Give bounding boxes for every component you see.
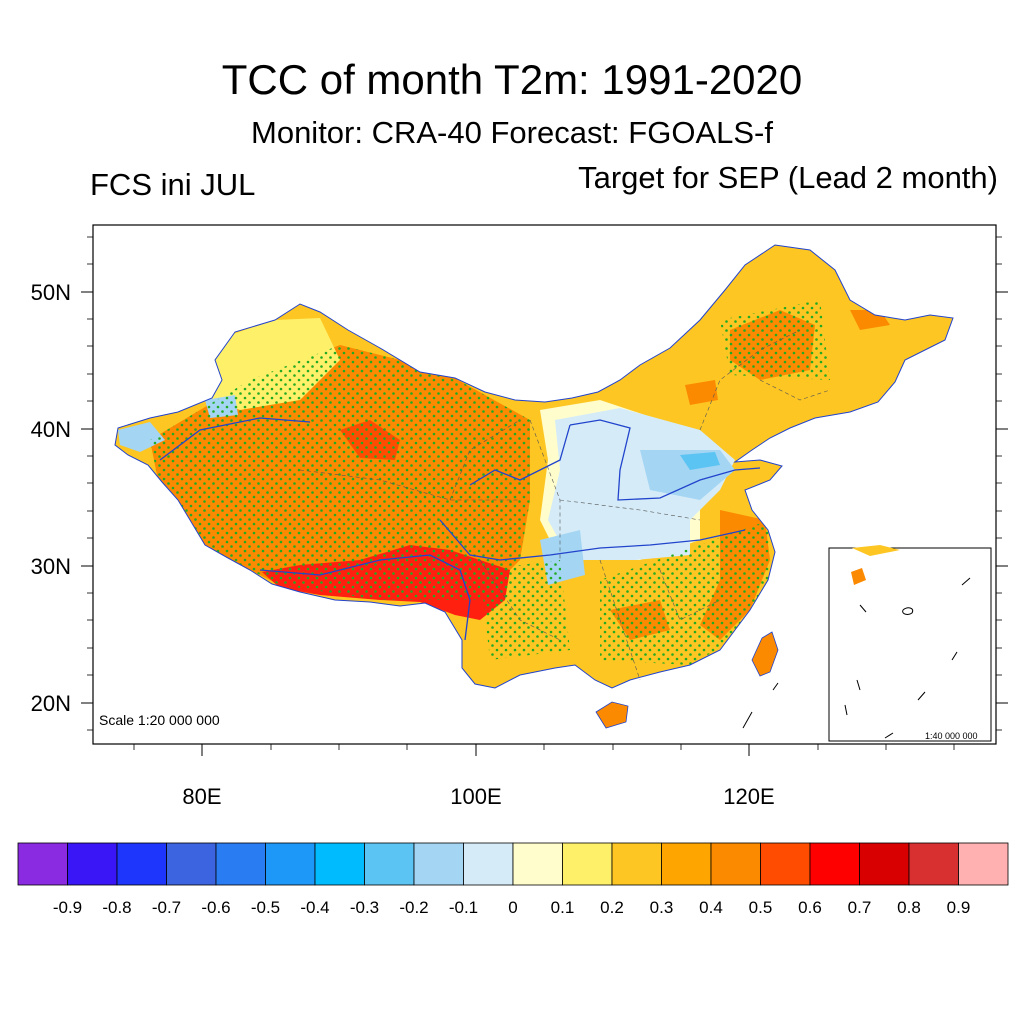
minor-ticks (87, 236, 1002, 750)
init-label: FCS ini JUL (90, 167, 256, 202)
colorbar-tick-label: 0.7 (848, 898, 872, 917)
target-label: Target for SEP (Lead 2 month) (578, 160, 998, 195)
colorbar-tick-label: 0.2 (600, 898, 624, 917)
colorbar-tick-label: -0.4 (300, 898, 329, 917)
colorbar-swatch (67, 842, 118, 886)
lon-label-100e: 100E (450, 784, 501, 809)
lat-label-30n: 30N (31, 554, 71, 579)
rivers (159, 417, 761, 641)
colorbar-swatch (512, 842, 563, 886)
colorbar-tick-label: -0.5 (251, 898, 280, 917)
colorbar-swatch (215, 842, 266, 886)
colorbar-tick-label: 0.8 (897, 898, 921, 917)
colorbar-tick-label: -0.1 (449, 898, 478, 917)
colorbar-tick-label: 0.5 (749, 898, 773, 917)
colorbar-tick-label: -0.2 (399, 898, 428, 917)
colorbar-tick-label: -0.8 (102, 898, 131, 917)
colorbar-swatch (611, 842, 662, 886)
colorbar-swatch (265, 842, 316, 886)
colorbar-swatch (17, 842, 68, 886)
colorbar-swatch (562, 842, 613, 886)
colorbar-tick-label: 0.4 (699, 898, 723, 917)
lat-label-20n: 20N (31, 691, 71, 716)
colorbar-swatch (364, 842, 415, 886)
inset-scale-text: 1:40 000 000 (925, 731, 978, 741)
colorbar-tick-label: 0.1 (551, 898, 575, 917)
colorbar-swatch (463, 842, 514, 886)
colorbar-tick-label: -0.3 (350, 898, 379, 917)
colorbar-swatch (958, 842, 1009, 886)
chart-subtitle: Monitor: CRA-40 Forecast: FGOALS-f (251, 115, 773, 150)
chart-title: TCC of month T2m: 1991-2020 (221, 56, 803, 103)
colorbar-tick-label: 0.3 (650, 898, 674, 917)
colorbar-swatch (760, 842, 811, 886)
colorbar-labels: -0.9 -0.8 -0.7 -0.6 -0.5 -0.4 -0.3 -0.2 -0.1 0 0.1… (53, 898, 970, 917)
colorbar-tick-label: 0.9 (947, 898, 971, 917)
lon-ticks (201, 744, 750, 756)
colorbar-swatch (116, 842, 167, 886)
lat-label-50n: 50N (31, 280, 71, 305)
inset-islands (742, 577, 971, 739)
colorbar-tick-label: 0 (508, 898, 517, 917)
lon-label-120e: 120E (723, 784, 774, 809)
colorbar-tick-label: 0.6 (798, 898, 822, 917)
colorbar-swatch (908, 842, 959, 886)
colorbar-swatch (661, 842, 712, 886)
colorbar (17, 842, 1009, 886)
lat-label-40n: 40N (31, 417, 71, 442)
province-borders (299, 329, 831, 681)
lon-label-80e: 80E (182, 784, 221, 809)
colorbar-swatch (859, 842, 910, 886)
colorbar-tick-label: -0.9 (53, 898, 82, 917)
colorbar-tick-label: -0.7 (152, 898, 181, 917)
colorbar-swatch (809, 842, 860, 886)
colorbar-swatch (166, 842, 217, 886)
colorbar-swatch (413, 842, 464, 886)
scale-text: Scale 1:20 000 000 (99, 712, 220, 728)
colorbar-swatch (314, 842, 365, 886)
lat-ticks (81, 291, 1008, 704)
colorbar-swatch (710, 842, 761, 886)
colorbar-tick-label: -0.6 (201, 898, 230, 917)
